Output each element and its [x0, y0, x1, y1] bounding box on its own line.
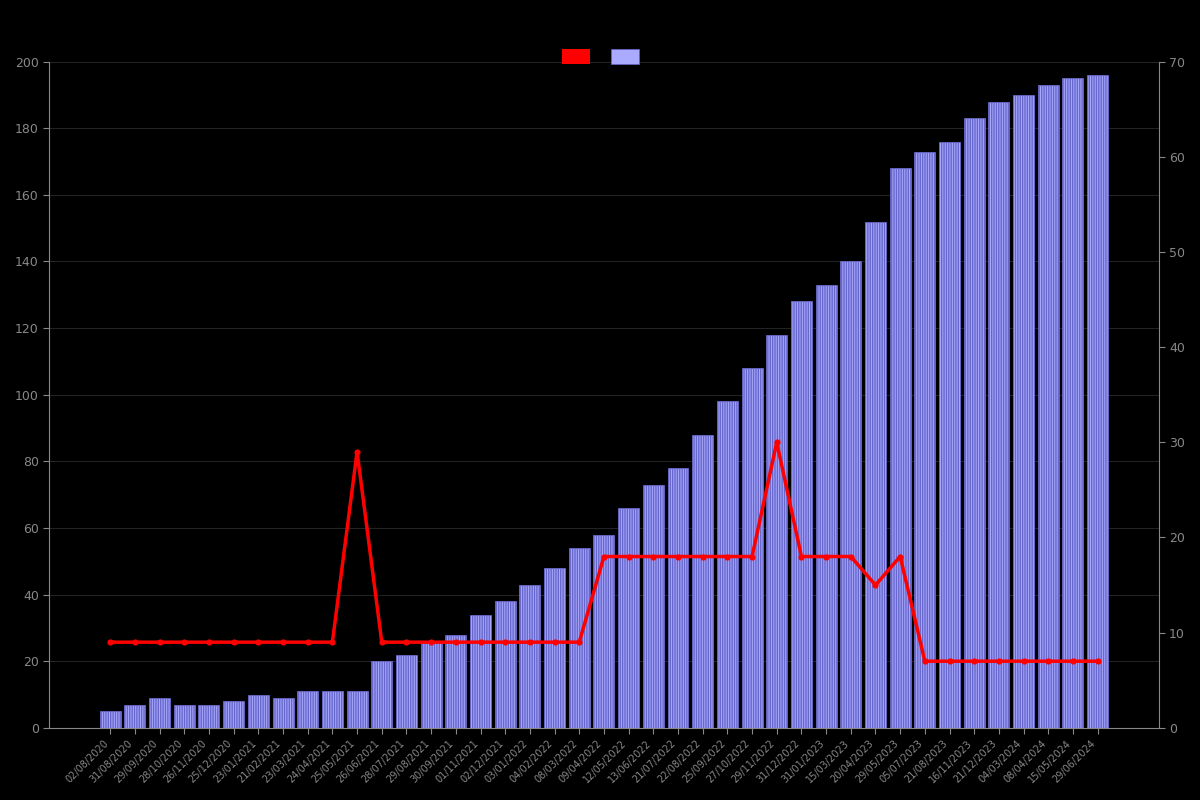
- Bar: [396, 654, 416, 728]
- Point: [1063, 655, 1082, 668]
- Bar: [569, 548, 589, 728]
- Point: [470, 636, 490, 649]
- Bar: [594, 534, 614, 728]
- Bar: [322, 691, 343, 728]
- Point: [594, 550, 613, 563]
- Point: [965, 655, 984, 668]
- Bar: [470, 614, 491, 728]
- Point: [841, 550, 860, 563]
- Bar: [1038, 85, 1058, 728]
- Point: [792, 550, 811, 563]
- Bar: [371, 662, 392, 728]
- Bar: [298, 691, 318, 728]
- Bar: [840, 262, 862, 728]
- Bar: [816, 285, 836, 728]
- Point: [496, 636, 515, 649]
- Bar: [1087, 75, 1108, 728]
- Bar: [100, 711, 121, 728]
- Point: [323, 636, 342, 649]
- Point: [643, 550, 662, 563]
- Point: [150, 636, 169, 649]
- Bar: [149, 698, 170, 728]
- Bar: [667, 468, 689, 728]
- Bar: [445, 634, 467, 728]
- Point: [767, 436, 786, 449]
- Point: [545, 636, 564, 649]
- Bar: [940, 142, 960, 728]
- Point: [199, 636, 218, 649]
- Bar: [889, 168, 911, 728]
- Bar: [989, 102, 1009, 728]
- Point: [175, 636, 194, 649]
- Point: [446, 636, 466, 649]
- Point: [816, 550, 835, 563]
- Point: [989, 655, 1008, 668]
- Bar: [223, 701, 244, 728]
- Point: [248, 636, 268, 649]
- Bar: [248, 694, 269, 728]
- Bar: [272, 698, 294, 728]
- Bar: [692, 434, 713, 728]
- Bar: [494, 602, 516, 728]
- Bar: [544, 568, 565, 728]
- Point: [274, 636, 293, 649]
- Bar: [791, 302, 812, 728]
- Bar: [1062, 78, 1084, 728]
- Point: [940, 655, 959, 668]
- Point: [421, 636, 440, 649]
- Point: [619, 550, 638, 563]
- Point: [1088, 655, 1108, 668]
- Point: [916, 655, 935, 668]
- Point: [1014, 655, 1033, 668]
- Point: [101, 636, 120, 649]
- Bar: [618, 508, 640, 728]
- Point: [298, 636, 317, 649]
- Point: [1039, 655, 1058, 668]
- Bar: [125, 705, 145, 728]
- Bar: [914, 151, 935, 728]
- Bar: [716, 402, 738, 728]
- Bar: [174, 705, 194, 728]
- Point: [348, 446, 367, 458]
- Point: [718, 550, 737, 563]
- Bar: [742, 368, 762, 728]
- Point: [890, 550, 910, 563]
- Bar: [767, 334, 787, 728]
- Bar: [198, 705, 220, 728]
- Bar: [964, 118, 985, 728]
- Point: [125, 636, 144, 649]
- Point: [397, 636, 416, 649]
- Point: [694, 550, 713, 563]
- Bar: [865, 222, 886, 728]
- Bar: [421, 642, 442, 728]
- Point: [521, 636, 540, 649]
- Point: [224, 636, 244, 649]
- Point: [570, 636, 589, 649]
- Legend: , : ,: [558, 46, 649, 68]
- Bar: [1013, 95, 1034, 728]
- Bar: [347, 691, 367, 728]
- Point: [668, 550, 688, 563]
- Point: [743, 550, 762, 563]
- Point: [372, 636, 391, 649]
- Bar: [643, 485, 664, 728]
- Point: [866, 578, 886, 591]
- Bar: [520, 585, 540, 728]
